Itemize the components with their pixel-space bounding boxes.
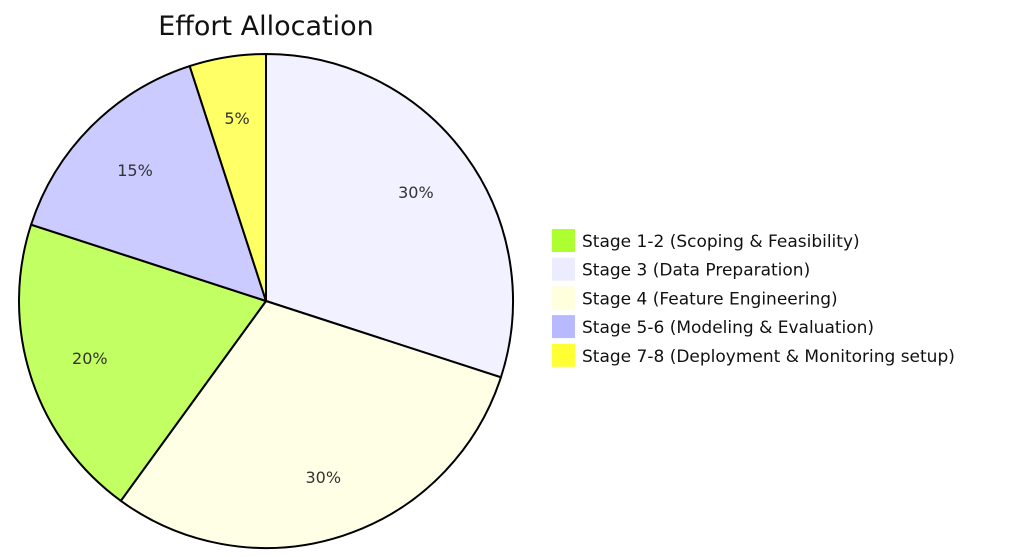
legend-item: Stage 3 (Data Preparation) [552, 257, 810, 281]
slice-data-label: 20% [72, 349, 108, 368]
slice-data-label: 30% [398, 183, 434, 202]
slice-data-label: 30% [305, 468, 341, 487]
legend-swatch [552, 229, 575, 252]
legend-label: Stage 5-6 (Modeling & Evaluation) [582, 318, 874, 338]
legend-label: Stage 1-2 (Scoping & Feasibility) [582, 232, 860, 252]
pie-slice [188, 52, 267, 302]
legend-swatch [552, 315, 575, 339]
pie-slice [265, 52, 514, 379]
pie-slice [18, 223, 268, 503]
legend-label: Stage 3 (Data Preparation) [582, 261, 810, 281]
pie-slice [29, 64, 268, 303]
legend-swatch [552, 343, 575, 367]
chart-title: Effort Allocation [158, 11, 374, 42]
legend-item: Stage 7-8 (Deployment & Monitoring setup… [552, 343, 955, 367]
legend-label: Stage 7-8 (Deployment & Monitoring setup… [582, 347, 955, 367]
legend-item: Stage 1-2 (Scoping & Feasibility) [552, 229, 860, 252]
legend-swatch [552, 257, 575, 281]
legend-swatch [552, 286, 575, 310]
pie-slice [119, 299, 503, 549]
legend-item: Stage 4 (Feature Engineering) [552, 286, 838, 310]
legend-label: Stage 4 (Feature Engineering) [582, 289, 838, 309]
slice-data-label: 15% [117, 161, 153, 180]
slice-data-label: 5% [224, 109, 249, 128]
legend-item: Stage 5-6 (Modeling & Evaluation) [552, 315, 874, 339]
